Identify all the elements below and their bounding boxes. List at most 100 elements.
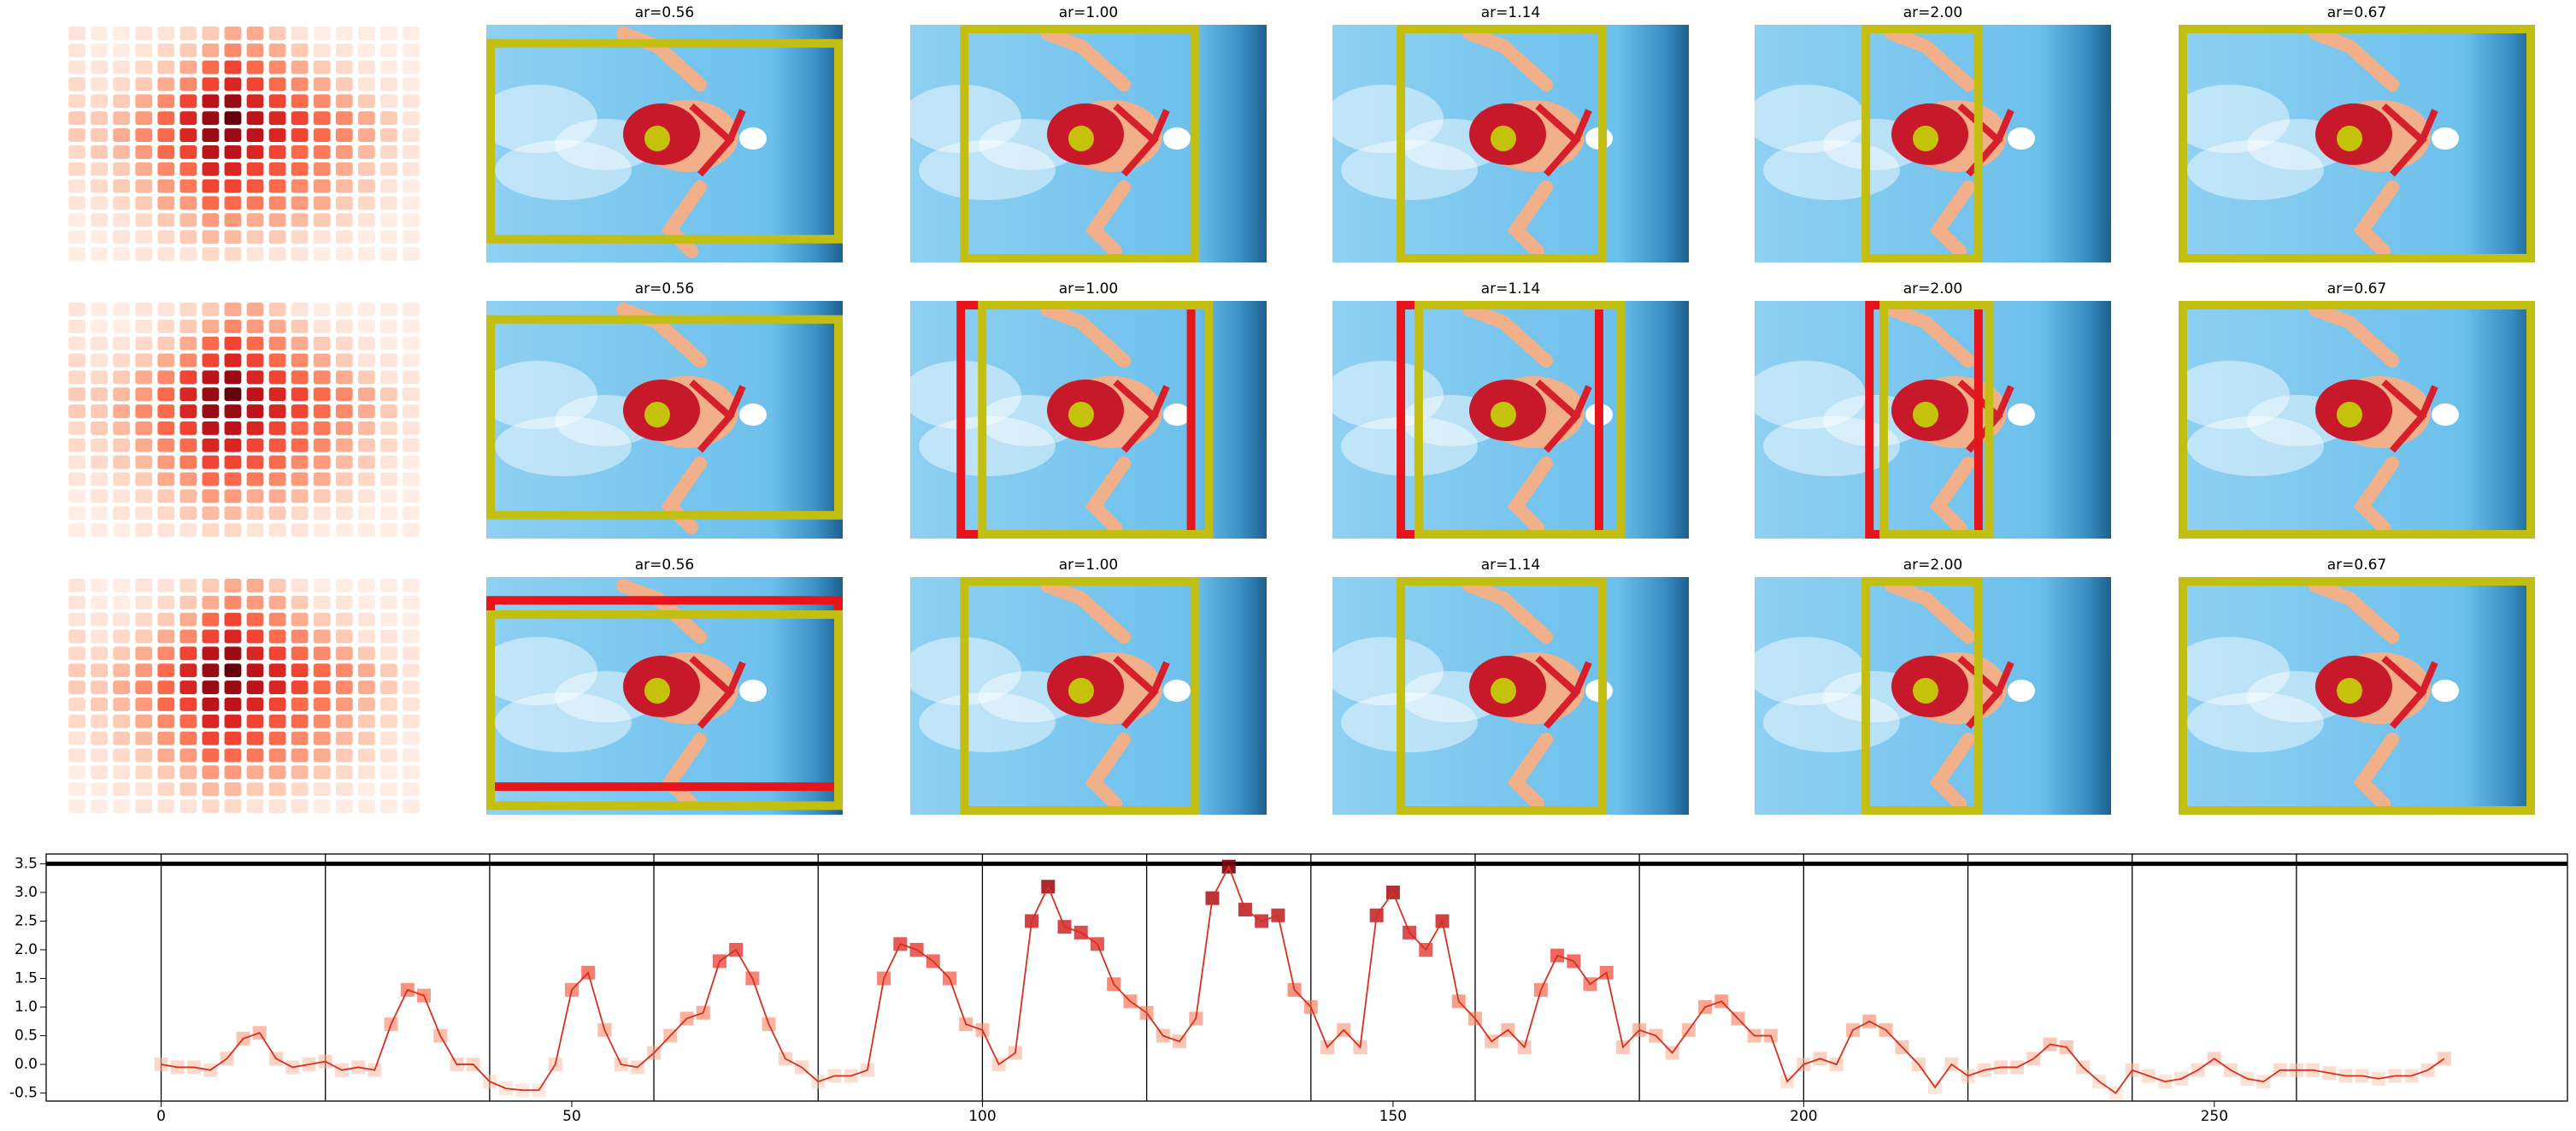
heatmap-cell bbox=[135, 472, 153, 486]
heatmap-cell bbox=[113, 43, 131, 57]
heatmap-cell bbox=[380, 196, 397, 210]
heatmap-cell bbox=[357, 438, 375, 452]
bbox bbox=[486, 38, 843, 244]
heatmap-cell bbox=[357, 578, 375, 592]
heatmap-cell bbox=[291, 26, 309, 40]
heatmap-cell bbox=[68, 213, 85, 227]
heatmap-cell bbox=[224, 77, 242, 91]
heatmap-cell bbox=[313, 472, 331, 486]
bbox bbox=[1861, 577, 1983, 815]
y-tick-label: -0.5 bbox=[9, 1085, 38, 1102]
heatmap-cell bbox=[202, 612, 220, 627]
heatmap-cell bbox=[179, 697, 197, 711]
heatmap-cell bbox=[68, 162, 85, 176]
heatmap-cell bbox=[291, 111, 309, 126]
heatmap-cell bbox=[113, 387, 131, 402]
heatmap-cell bbox=[403, 162, 420, 176]
heatmap-cell bbox=[135, 455, 153, 469]
heatmap-cell bbox=[357, 506, 375, 521]
bbox bbox=[2179, 25, 2535, 262]
heatmap-cell bbox=[224, 94, 242, 109]
heatmap-cell bbox=[246, 421, 264, 435]
heatmap-cell bbox=[224, 404, 242, 419]
heatmap-cell bbox=[202, 506, 220, 521]
heatmap-cell bbox=[380, 472, 397, 486]
heatmap-cell bbox=[335, 128, 353, 143]
heatmap-cell bbox=[335, 612, 353, 627]
heatmap-cell bbox=[268, 731, 286, 745]
heatmap-cell bbox=[357, 353, 375, 368]
swimsuit-strap bbox=[1113, 380, 1170, 453]
heatmap-cell bbox=[313, 26, 331, 40]
keypoint bbox=[2337, 402, 2362, 427]
heatmap-cell bbox=[157, 128, 175, 143]
heatmap-cell bbox=[335, 523, 353, 538]
heatmap-cell bbox=[291, 799, 309, 814]
heatmap-cell bbox=[113, 680, 131, 695]
heatmap-cell bbox=[380, 489, 397, 504]
heatmap-cell bbox=[313, 438, 331, 452]
heatmap-cell bbox=[224, 128, 242, 143]
heatmap-cell bbox=[380, 731, 397, 745]
heatmap-cell bbox=[335, 43, 353, 57]
arm bbox=[1885, 27, 1975, 258]
heatmap-cell bbox=[403, 680, 420, 695]
heatmap-cell bbox=[357, 128, 375, 143]
heatmap-cell bbox=[380, 506, 397, 521]
panel-title: ar=1.00 bbox=[1059, 280, 1119, 297]
heatmap-cell bbox=[179, 765, 197, 780]
arm bbox=[1462, 579, 1553, 810]
heatmap-cell bbox=[179, 196, 197, 210]
heatmap-cell bbox=[135, 782, 153, 797]
swimsuit-strap bbox=[1535, 380, 1592, 453]
heatmap-cell bbox=[268, 26, 286, 40]
heatmap-cell bbox=[135, 77, 153, 91]
heatmap-cell bbox=[380, 26, 397, 40]
cap bbox=[2432, 404, 2459, 426]
heatmap-cell bbox=[291, 77, 309, 91]
heatmap-cell bbox=[224, 179, 242, 193]
heatmap-cell bbox=[202, 646, 220, 661]
heatmap-cell bbox=[313, 230, 331, 244]
heatmap-cell bbox=[91, 765, 108, 780]
heatmap-cell bbox=[157, 111, 175, 126]
heatmap-cell bbox=[113, 748, 131, 763]
heatmap-cell bbox=[403, 506, 420, 521]
heatmap-cell bbox=[179, 404, 197, 419]
heatmap-cell bbox=[268, 663, 286, 678]
heatmap-cell bbox=[91, 523, 108, 538]
heatmap-cell bbox=[403, 60, 420, 74]
arm bbox=[1040, 303, 1131, 534]
heatmap-cell bbox=[357, 302, 375, 316]
bbox bbox=[960, 25, 1199, 262]
x-tick-label: 250 bbox=[2201, 1108, 2228, 1125]
heatmap-cell bbox=[268, 111, 286, 126]
heatmap-cell bbox=[246, 489, 264, 504]
bbox bbox=[1397, 577, 1608, 815]
heatmap-cell bbox=[113, 162, 131, 176]
heatmap-cell bbox=[291, 455, 309, 469]
cap bbox=[2008, 680, 2035, 702]
heatmap-cell bbox=[291, 213, 309, 227]
heatmap-cell bbox=[68, 612, 85, 627]
heatmap-cell bbox=[224, 370, 242, 385]
heatmap-cell bbox=[202, 663, 220, 678]
heatmap-cell bbox=[246, 523, 264, 538]
heatmap-cell bbox=[157, 799, 175, 814]
heatmap-cell bbox=[224, 489, 242, 504]
heatmap-cell bbox=[313, 196, 331, 210]
heatmap-cell bbox=[68, 697, 85, 711]
heatmap-cell bbox=[224, 523, 242, 538]
heatmap-cell bbox=[357, 404, 375, 419]
heatmap-cell bbox=[246, 213, 264, 227]
heatmap-cell bbox=[113, 404, 131, 419]
x-tick-label: 200 bbox=[1790, 1108, 1817, 1125]
panel-title: ar=0.56 bbox=[635, 557, 695, 574]
swimsuit-strap bbox=[689, 380, 746, 453]
heatmap-cell bbox=[313, 162, 331, 176]
heatmap-cell bbox=[113, 506, 131, 521]
heatmap-cell bbox=[91, 578, 108, 592]
heatmap-cell bbox=[335, 144, 353, 159]
heatmap-cell bbox=[357, 680, 375, 695]
heatmap-cell bbox=[91, 472, 108, 486]
